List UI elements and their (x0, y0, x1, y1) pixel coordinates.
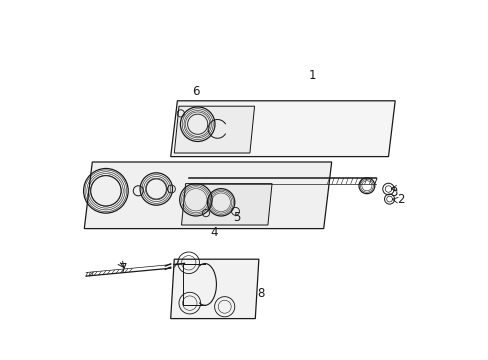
Text: 8: 8 (257, 287, 264, 300)
Text: 1: 1 (308, 69, 316, 82)
Polygon shape (84, 162, 331, 229)
Text: 3: 3 (389, 186, 397, 199)
Text: 6: 6 (192, 85, 199, 98)
Text: 7: 7 (120, 262, 127, 275)
Polygon shape (174, 106, 254, 153)
Polygon shape (170, 101, 394, 157)
Polygon shape (170, 259, 258, 319)
Polygon shape (181, 184, 271, 225)
Text: 4: 4 (210, 226, 217, 239)
Text: 5: 5 (233, 211, 241, 224)
Text: 2: 2 (397, 193, 404, 206)
